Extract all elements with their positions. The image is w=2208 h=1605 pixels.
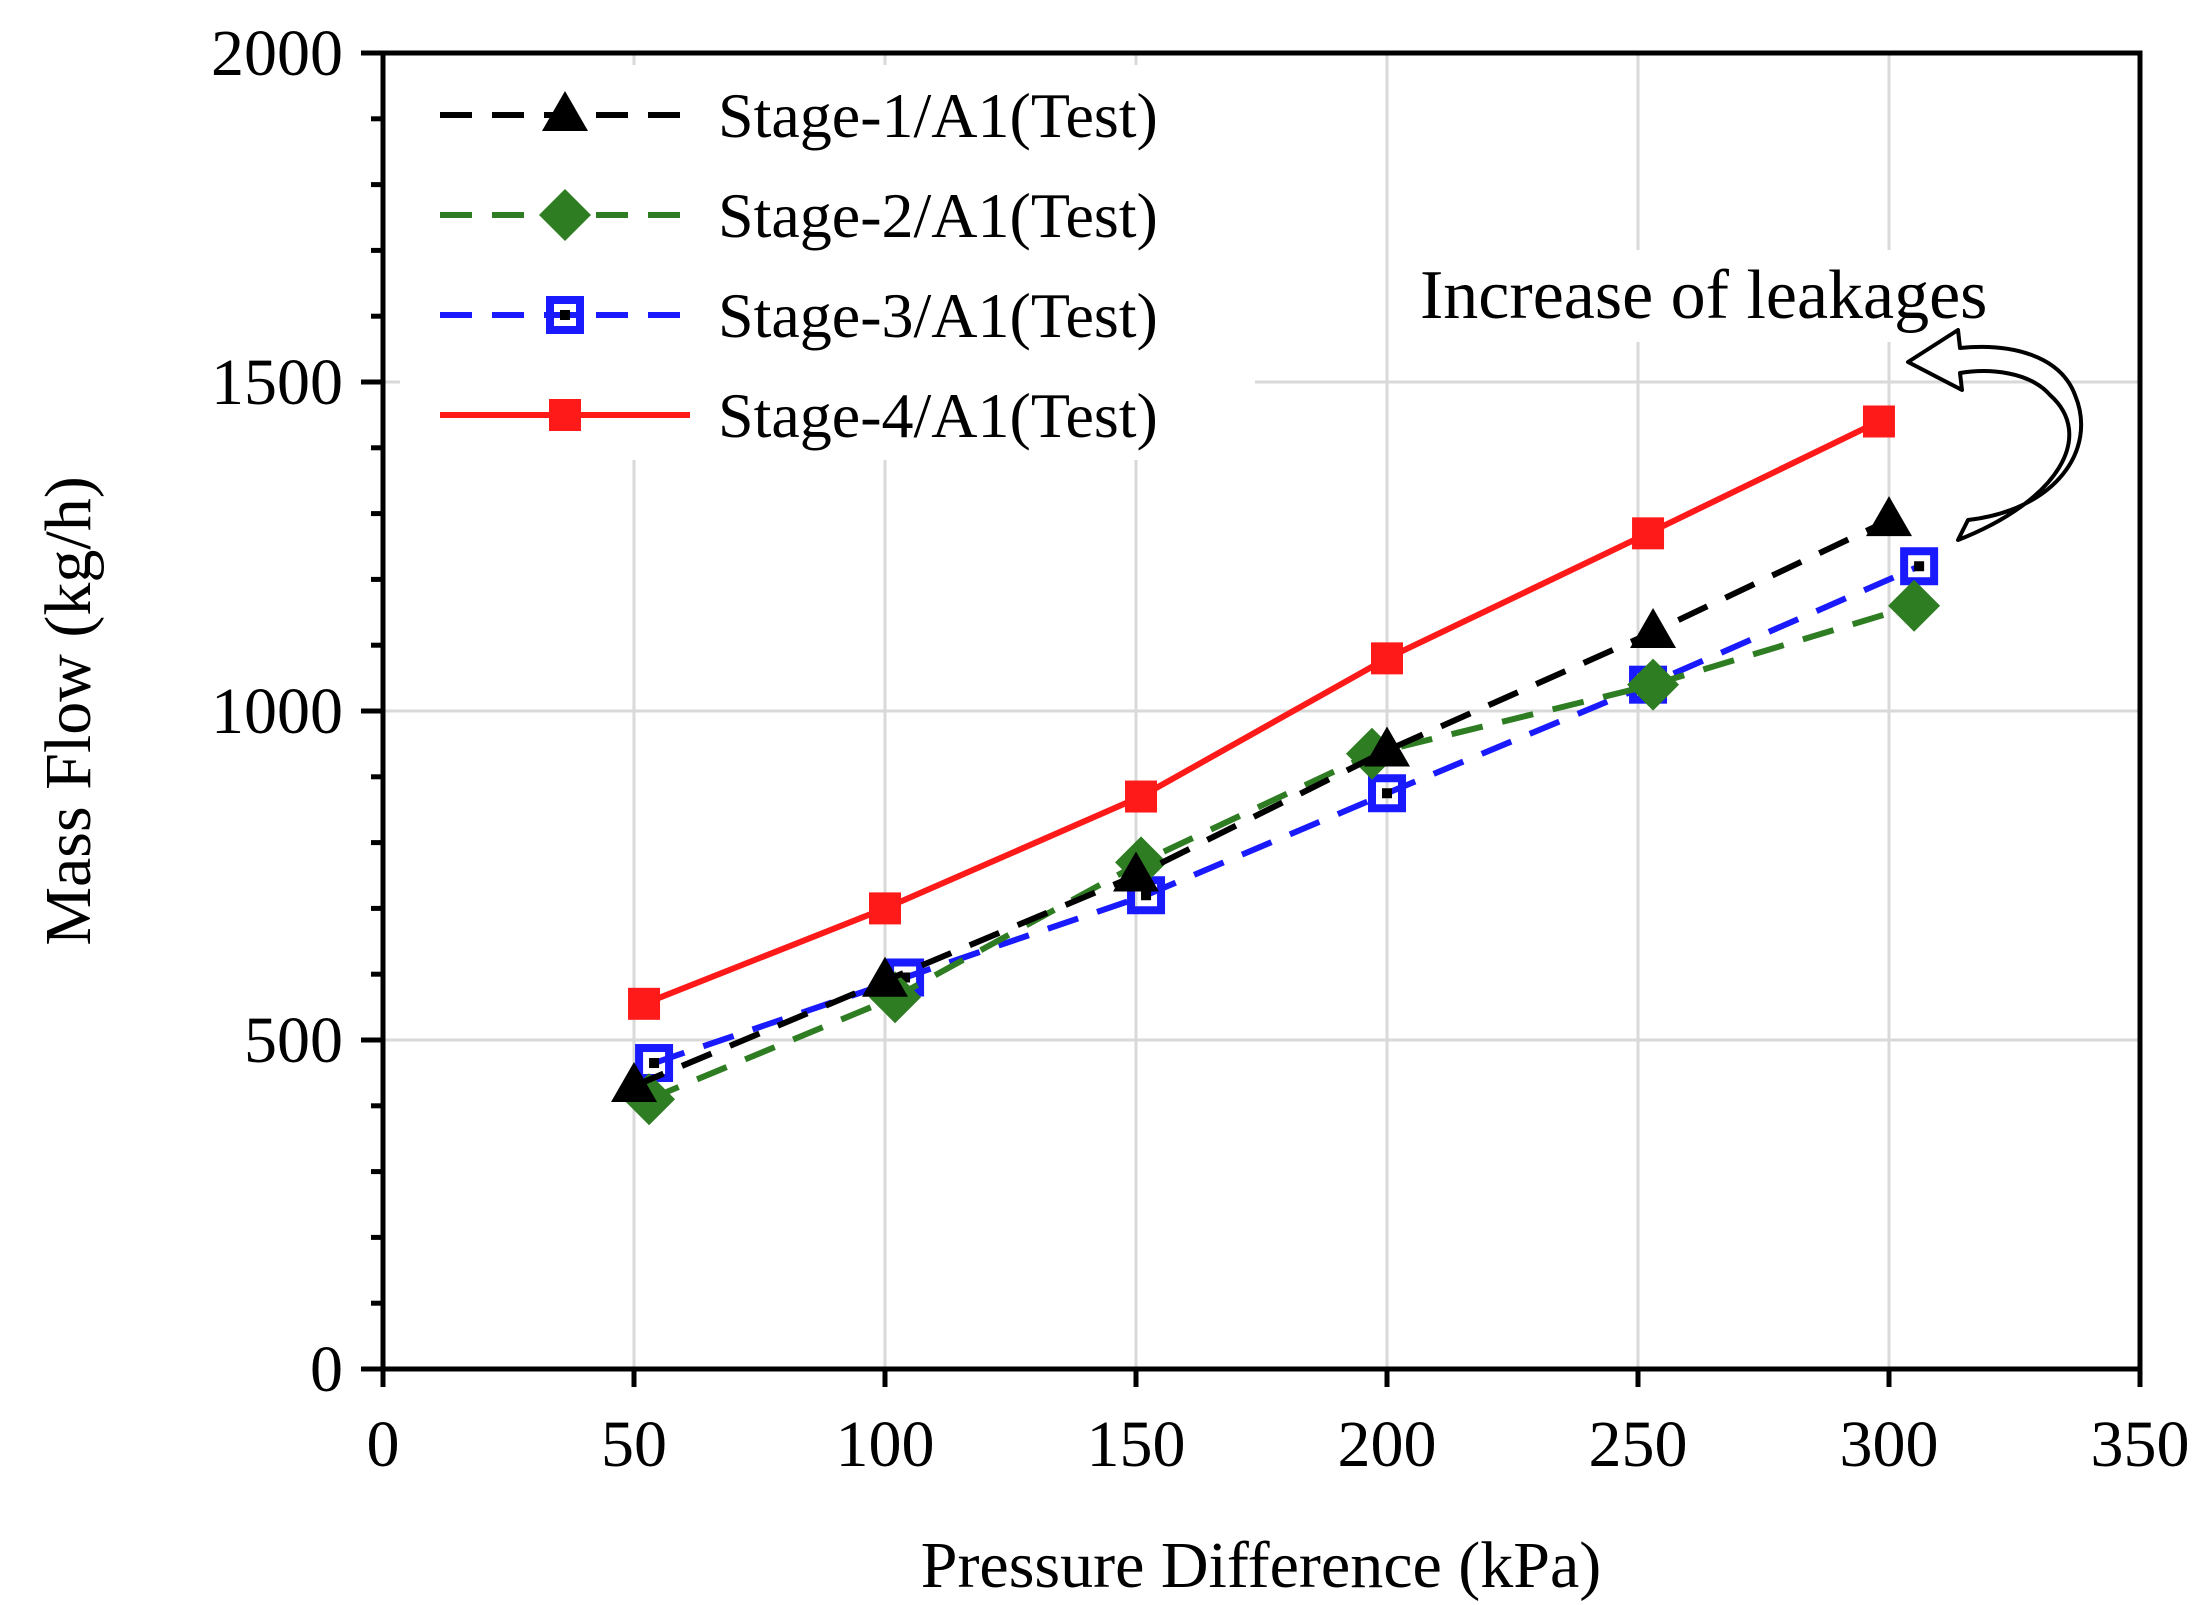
x-tick-label: 250 xyxy=(1589,1408,1688,1481)
legend-item: Stage-2/A1(Test) xyxy=(440,180,1158,251)
series-4-point xyxy=(1632,517,1665,550)
series-4-line xyxy=(642,418,1881,1007)
series-1-point xyxy=(1630,608,1677,649)
legend-item: Stage-1/A1(Test) xyxy=(440,80,1158,151)
legend-item: Stage-4/A1(Test) xyxy=(440,380,1158,451)
series-layer xyxy=(611,405,1941,1126)
y-tick-label: 1500 xyxy=(211,346,343,419)
legend-swatch-marker xyxy=(539,189,591,241)
legend-label: Stage-4/A1(Test) xyxy=(718,380,1158,451)
x-axis-title: Pressure Difference (kPa) xyxy=(921,1529,1602,1602)
series-1-point xyxy=(611,1062,657,1103)
series-4 xyxy=(628,405,1895,1020)
curved-arrow-icon xyxy=(1906,328,2084,542)
series-3-point-center xyxy=(1382,788,1392,799)
series-3-point-center xyxy=(1141,890,1152,901)
x-tick-label: 200 xyxy=(1338,1408,1437,1481)
x-tick-labels: 0 50 100 150 200 250 300 350 xyxy=(367,1408,2190,1481)
annotation-text: Increase of leakages xyxy=(1420,257,1987,334)
x-tick-label: 300 xyxy=(1840,1408,1939,1481)
series-2-point xyxy=(1888,579,1941,632)
series-3-point-center xyxy=(649,1058,660,1069)
legend-label: Stage-3/A1(Test) xyxy=(718,280,1158,351)
series-3-line xyxy=(653,563,1921,1066)
x-tick-label: 100 xyxy=(836,1408,935,1481)
series-4-point xyxy=(1125,780,1158,813)
series-1-point xyxy=(862,956,908,997)
x-tick-label: 50 xyxy=(601,1408,667,1481)
annotation-background xyxy=(1415,250,2130,342)
series-4-point xyxy=(869,892,901,925)
y-tick-label: 500 xyxy=(244,1004,343,1077)
x-tick-label: 350 xyxy=(2091,1408,2190,1481)
series-1 xyxy=(611,496,1912,1103)
annotation-group: Increase of leakages xyxy=(1415,250,2130,542)
series-2-point xyxy=(1627,658,1680,711)
legend-swatch-marker xyxy=(542,91,588,131)
series-1-line xyxy=(632,517,1891,1089)
axis-ticks xyxy=(361,50,2143,1387)
series-1-point xyxy=(1866,496,1912,537)
series-1-point xyxy=(1364,726,1410,767)
y-axis-title: Mass Flow (kg/h) xyxy=(32,476,105,945)
series-4-point xyxy=(1862,405,1895,438)
y-tick-label: 1000 xyxy=(211,675,343,748)
y-tick-labels: 0 500 1000 1500 2000 xyxy=(211,17,343,1406)
series-3-point xyxy=(1368,774,1406,813)
x-tick-label: 150 xyxy=(1087,1408,1186,1481)
series-4-point xyxy=(1371,642,1403,675)
legend-swatch-marker-center xyxy=(560,310,570,320)
series-3-point xyxy=(1900,547,1939,586)
series-2-line xyxy=(647,602,1915,1102)
series-4-point xyxy=(628,987,661,1020)
legend-label: Stage-1/A1(Test) xyxy=(718,80,1158,151)
x-tick-label: 0 xyxy=(367,1408,400,1481)
legend-swatch-marker xyxy=(549,399,581,431)
series-3-point-center xyxy=(1914,561,1925,572)
legend: Stage-1/A1(Test) Stage-2/A1(Test) Stage-3/… xyxy=(400,65,1255,460)
series-3-point-center xyxy=(900,972,911,983)
series-1-point xyxy=(1113,851,1159,892)
legend-item: Stage-3/A1(Test) xyxy=(440,280,1158,351)
legend-swatch-marker xyxy=(546,296,584,334)
y-tick-label: 0 xyxy=(310,1333,343,1406)
y-tick-label: 2000 xyxy=(211,17,343,90)
legend-label: Stage-2/A1(Test) xyxy=(718,180,1158,251)
